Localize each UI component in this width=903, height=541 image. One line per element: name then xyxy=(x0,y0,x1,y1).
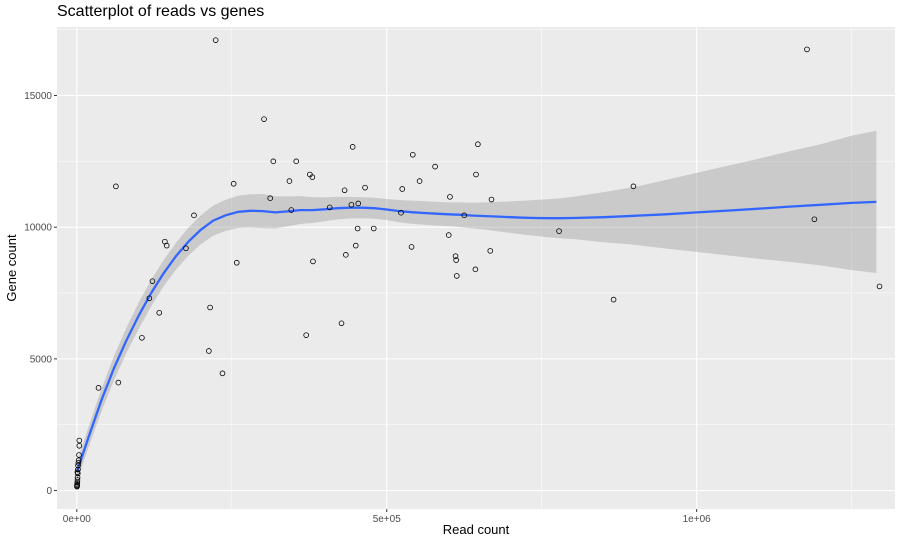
data-point xyxy=(74,479,81,486)
data-point xyxy=(341,187,348,194)
plot-panel xyxy=(57,27,895,509)
data-point xyxy=(326,204,333,211)
data-point xyxy=(76,437,83,444)
y-tick-label: 0 xyxy=(46,486,52,497)
data-point xyxy=(303,332,309,338)
data-point xyxy=(74,483,81,489)
major-gridlines xyxy=(57,27,895,509)
data-point xyxy=(811,216,818,223)
data-point xyxy=(95,385,102,391)
data-point xyxy=(75,457,82,464)
data-point xyxy=(74,477,81,483)
smooth-trend-line xyxy=(75,200,877,473)
data-points xyxy=(74,37,883,490)
data-point xyxy=(399,186,406,192)
data-point xyxy=(309,174,316,180)
x-axis-title: Read count xyxy=(443,522,510,537)
data-point xyxy=(475,141,481,148)
data-point xyxy=(206,348,212,354)
y-axis-title: Gene count xyxy=(4,234,19,302)
data-point xyxy=(610,296,617,303)
minor-gridlines xyxy=(57,27,895,509)
data-point xyxy=(453,273,460,279)
data-point xyxy=(876,283,883,290)
data-point xyxy=(370,225,377,232)
data-point xyxy=(461,212,468,219)
confidence-band xyxy=(76,130,877,482)
data-point xyxy=(432,163,438,170)
data-point xyxy=(146,295,153,302)
data-point xyxy=(293,158,300,165)
data-point xyxy=(183,245,189,252)
data-point xyxy=(139,334,145,341)
data-point xyxy=(804,46,810,53)
data-point xyxy=(408,244,415,250)
data-point xyxy=(207,304,213,311)
data-point xyxy=(447,194,453,200)
data-point xyxy=(286,178,293,184)
y-tick-label: 5000 xyxy=(30,354,53,365)
x-axis-ticks: 0e+00 5e+05 1e+06 xyxy=(63,509,711,525)
data-point xyxy=(630,183,637,190)
data-point xyxy=(212,37,219,43)
x-tick-label: 0e+00 xyxy=(63,514,92,525)
data-point xyxy=(74,474,81,481)
data-point xyxy=(156,309,163,316)
y-tick-label: 15000 xyxy=(24,91,52,102)
data-point xyxy=(74,469,81,475)
data-point xyxy=(113,183,119,190)
x-tick-label: 5e+05 xyxy=(373,514,402,525)
data-point xyxy=(409,151,416,158)
data-point xyxy=(75,462,81,469)
data-point xyxy=(452,253,459,259)
data-point xyxy=(472,266,479,273)
data-point xyxy=(338,320,345,327)
data-point xyxy=(354,225,361,232)
y-axis-ticks: 0 5000 10000 15000 xyxy=(24,91,57,497)
data-point xyxy=(270,158,277,165)
data-point xyxy=(488,196,495,203)
x-tick-label: 1e+06 xyxy=(683,514,712,525)
data-point xyxy=(230,180,237,187)
data-point xyxy=(261,116,267,122)
data-point xyxy=(219,370,226,377)
data-point xyxy=(76,442,83,449)
data-point xyxy=(310,258,316,265)
data-point xyxy=(398,209,404,216)
data-point xyxy=(352,242,359,249)
data-point xyxy=(416,178,423,184)
data-point xyxy=(355,200,362,207)
data-point xyxy=(343,252,349,258)
data-point xyxy=(445,232,452,238)
data-point xyxy=(348,201,355,208)
chart-title: Scatterplot of reads vs genes xyxy=(57,3,265,20)
data-point xyxy=(149,278,156,284)
y-tick-label: 10000 xyxy=(24,223,52,234)
data-point xyxy=(115,379,122,386)
data-point xyxy=(75,460,82,466)
data-point xyxy=(76,452,82,458)
data-point xyxy=(75,466,81,473)
data-point xyxy=(453,257,459,263)
data-point xyxy=(288,207,295,213)
data-point xyxy=(233,259,240,266)
data-point xyxy=(487,248,494,254)
data-point xyxy=(267,195,274,202)
data-point xyxy=(556,228,562,234)
data-point xyxy=(473,171,479,178)
data-point xyxy=(362,184,368,191)
data-point xyxy=(163,242,170,249)
data-point xyxy=(191,212,197,219)
data-point xyxy=(349,144,356,150)
